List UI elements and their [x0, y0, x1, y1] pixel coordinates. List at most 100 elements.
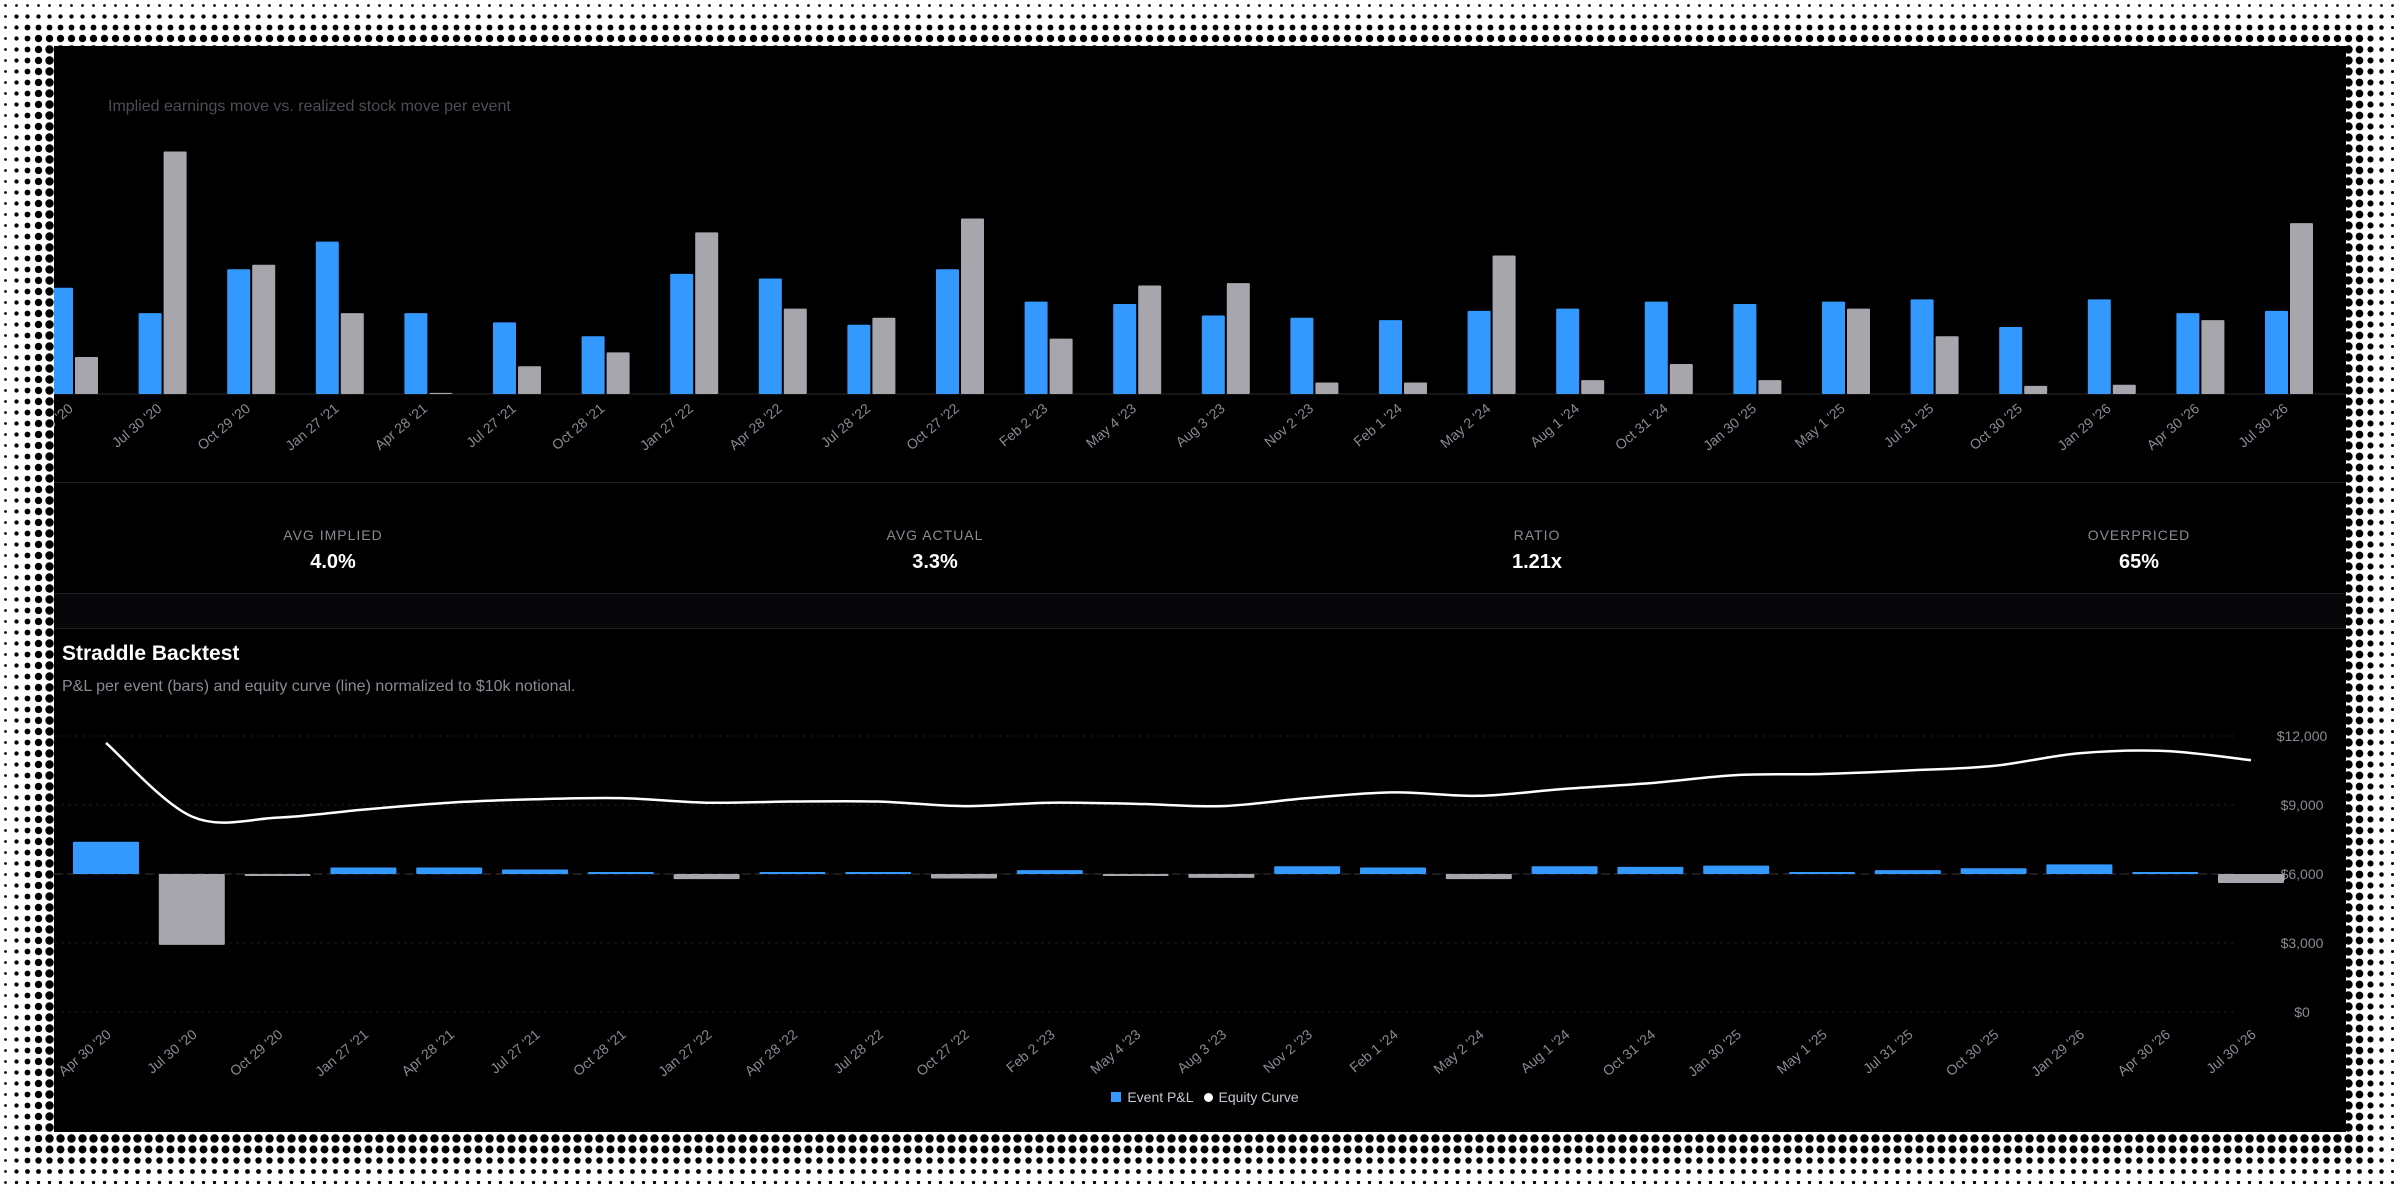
pnl-bar: [587, 872, 654, 874]
actual-bar: [1226, 283, 1250, 394]
legend-pnl-label[interactable]: Event P&L: [1127, 1089, 1194, 1106]
pnl-bar: [1703, 865, 1770, 874]
actual-bar: [429, 392, 453, 394]
actual-bar: [961, 218, 984, 394]
pnl-bar: [1016, 870, 1083, 874]
actual-bar: [2112, 384, 2136, 394]
implied-bar: [1910, 299, 1934, 394]
pnl-bar: [1789, 872, 1855, 874]
implied-bar: [2087, 299, 2111, 394]
implied-bar: [404, 313, 428, 394]
x-tick-label: Jul 30 '20: [144, 1026, 200, 1077]
x-tick-label: Feb 1 '24: [1346, 1026, 1401, 1076]
x-tick-label: Jan 27 '21: [312, 1026, 372, 1080]
actual-bar: [1581, 380, 1605, 394]
implied-bar: [758, 278, 782, 394]
pnl-bar: [244, 874, 311, 876]
pnl-bar: [1531, 866, 1598, 874]
pnl-bar: [2046, 864, 2113, 874]
stat-label: OVERPRICED: [2087, 527, 2191, 543]
actual-bar: [340, 313, 364, 394]
y-tick-label: $9,000: [2281, 797, 2324, 813]
section-divider: [54, 594, 2346, 629]
implied-bar: [138, 313, 162, 394]
x-tick-label: Jan 29 '26: [2028, 1026, 2088, 1080]
implied-bar: [1822, 301, 1845, 394]
implied-bar: [1644, 301, 1668, 394]
implied-bar: [1733, 303, 1757, 394]
actual-bar: [1669, 363, 1693, 394]
backtest-title: Straddle Backtest: [62, 642, 240, 665]
actual-bar: [2024, 385, 2048, 394]
x-tick-label: Oct 27 '22: [913, 1026, 972, 1079]
y-tick-label: $12,000: [2277, 728, 2328, 744]
stat-value: 1.21x: [1511, 551, 1563, 573]
x-tick-label: Feb 2 '23: [1003, 1026, 1058, 1076]
x-tick-label: Apr 30 '20: [55, 1026, 114, 1079]
pnl-bar: [73, 841, 139, 874]
x-tick-label: Apr 28 '22: [741, 1026, 800, 1079]
pnl-bar: [845, 872, 912, 874]
stat-label: RATIO: [1513, 527, 1561, 543]
pnl-bar: [1617, 866, 1684, 874]
actual-bar: [252, 264, 276, 394]
actual-bar: [1315, 382, 1339, 394]
pnl-bar: [1188, 874, 1255, 878]
actual-bar: [1935, 336, 1959, 394]
implied-bar: [315, 241, 339, 394]
x-tick-label: Oct 29 '20: [227, 1026, 286, 1079]
x-tick-label: Jul 28 '22: [830, 1026, 886, 1077]
legend-equity-dot: [1203, 1092, 1213, 1102]
pnl-bar: [1960, 868, 2027, 874]
stat-label: AVG IMPLIED: [283, 527, 383, 543]
stat-value: 4.0%: [310, 551, 356, 573]
actual-bar: [872, 317, 896, 394]
implied-bar: [227, 269, 251, 394]
x-tick-label: Jan 30 '25: [1685, 1026, 1745, 1080]
stats-row: AVG IMPLIED 4.0% AVG ACTUAL 3.3% RATIO 1…: [54, 482, 2346, 594]
implied-bar: [1290, 317, 1314, 394]
x-tick-label: May 4 '23: [1087, 1026, 1144, 1077]
actual-bar: [2290, 223, 2313, 394]
implied-bar: [1201, 315, 1225, 394]
pnl-bar: [1274, 866, 1341, 874]
implied-bar: [670, 273, 694, 394]
implied-bar: [1024, 301, 1048, 394]
backtest-description: P&L per event (bars) and equity curve (l…: [62, 678, 576, 695]
pnl-bar: [158, 874, 225, 945]
x-tick-label: Oct 28 '21: [570, 1026, 629, 1079]
pnl-bar: [1102, 874, 1169, 876]
y-tick-label: $6,000: [2281, 866, 2324, 882]
actual-bar: [695, 232, 719, 394]
x-tick-label: Apr 30 '26: [2114, 1026, 2173, 1079]
x-tick-label: Aug 1 '24: [1517, 1026, 1572, 1076]
actual-bar: [1847, 308, 1870, 394]
implied-bar: [54, 287, 73, 394]
actual-bar: [1492, 255, 1516, 394]
stat-value: 3.3%: [912, 551, 958, 573]
implied-bar: [2265, 310, 2288, 394]
implied-vs-actual-subtitle: Implied earnings move vs. realized stock…: [108, 98, 511, 115]
implied-bar: [2176, 313, 2200, 394]
y-tick-label: $0: [2294, 1004, 2310, 1020]
x-tick-label: Jul 30 '26: [2203, 1026, 2259, 1077]
x-tick-label: Apr 28 '21: [398, 1026, 457, 1079]
x-tick-label: May 1 '25: [1773, 1026, 1830, 1077]
x-tick-label: Oct 31 '24: [1599, 1026, 1658, 1079]
chart-panel: Implied earnings move vs. realized stock…: [54, 46, 2346, 1132]
implied-bar: [1467, 310, 1491, 394]
x-tick-label: Jan 27 '22: [655, 1026, 715, 1080]
x-tick-label: Aug 3 '23: [1174, 1026, 1229, 1076]
pnl-bar: [416, 867, 483, 874]
implied-bar: [1999, 327, 2023, 394]
pnl-bar: [2132, 872, 2199, 874]
x-tick-label: May 2 '24: [1430, 1026, 1487, 1077]
legend-equity-label[interactable]: Equity Curve: [1218, 1089, 1299, 1106]
implied-bar: [847, 324, 871, 394]
actual-bar: [75, 357, 98, 394]
actual-bar: [1049, 338, 1073, 394]
actual-bar: [606, 352, 630, 394]
x-tick-label: Nov 2 '23: [1260, 1026, 1315, 1076]
stat-value: 65%: [2118, 551, 2160, 573]
